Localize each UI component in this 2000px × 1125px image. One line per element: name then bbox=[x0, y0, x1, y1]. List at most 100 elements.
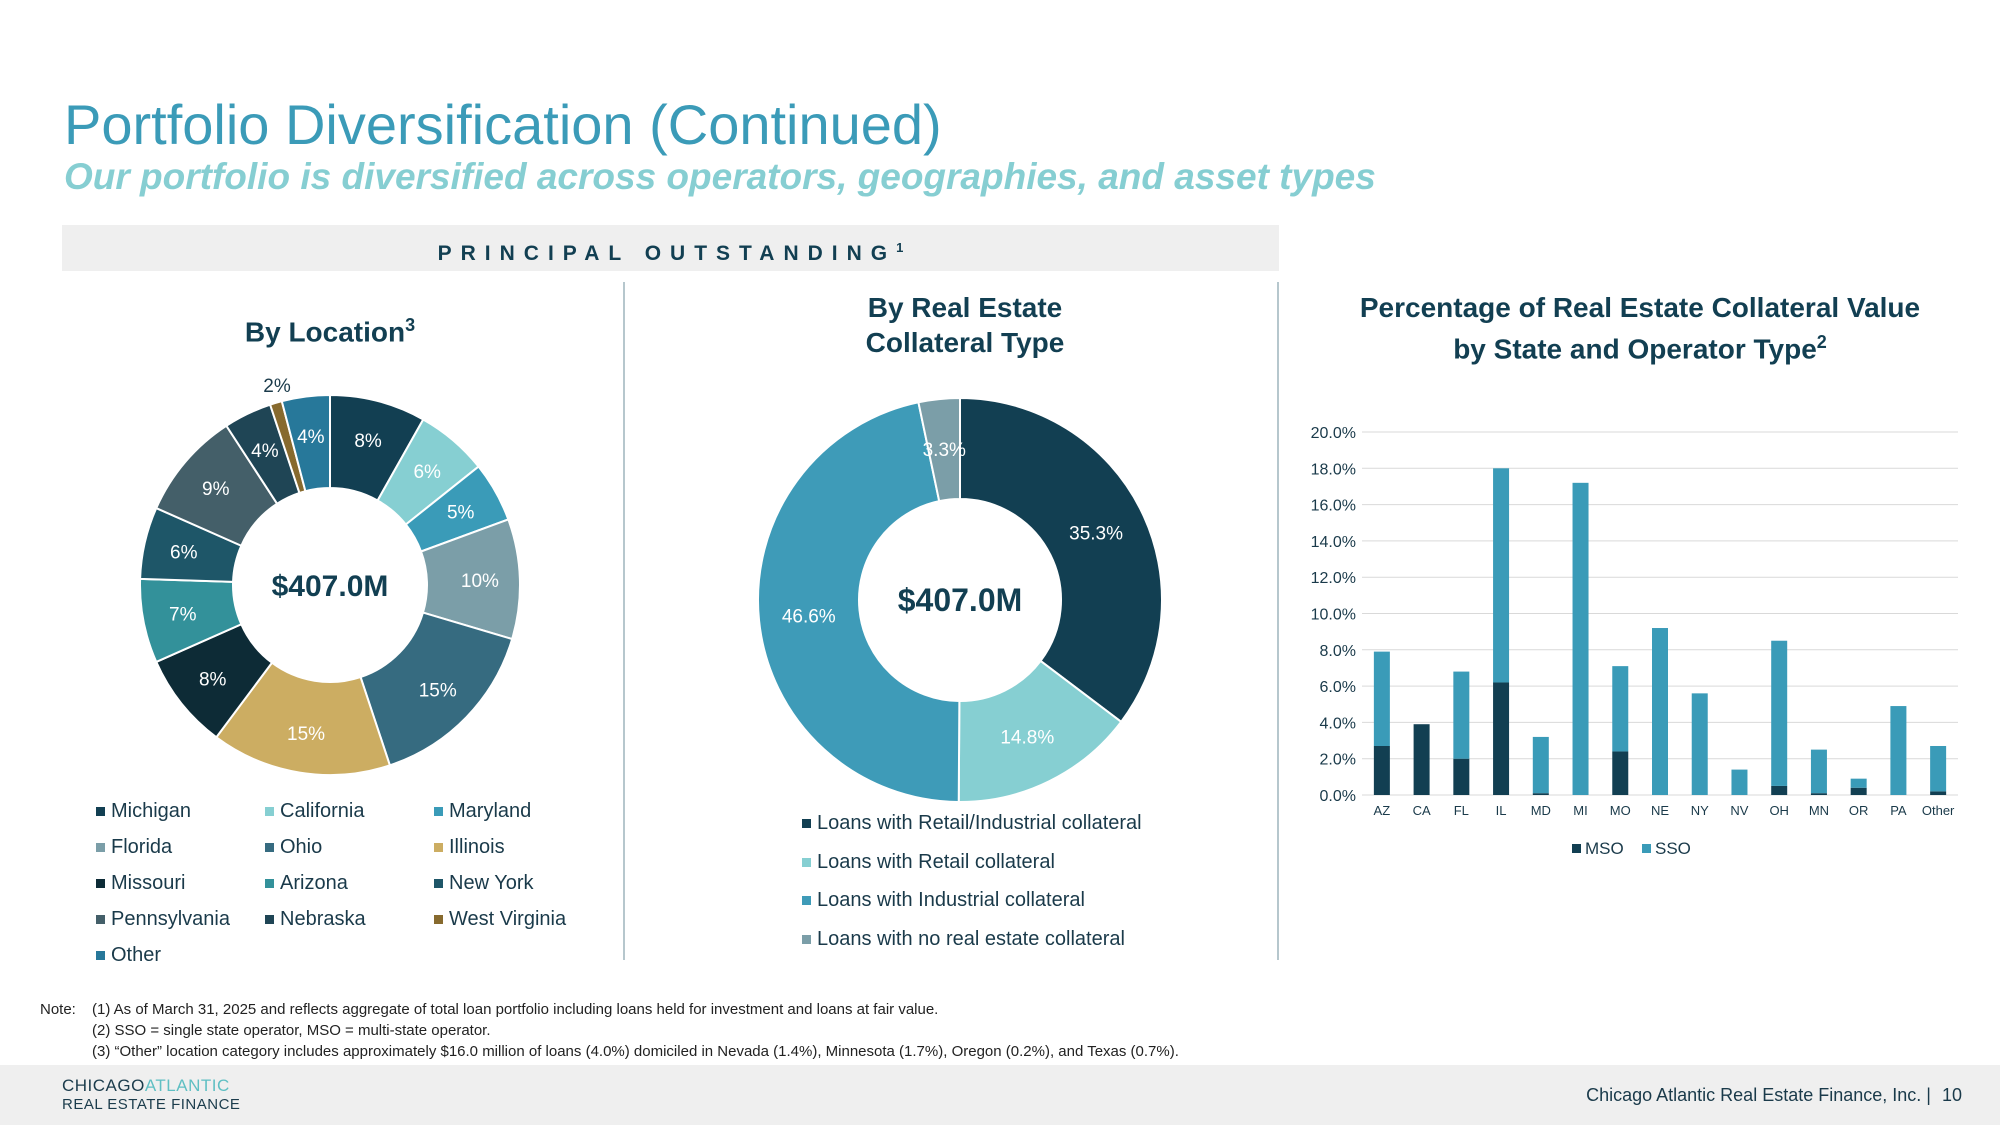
note-3: (3) “Other” location category includes a… bbox=[92, 1043, 1179, 1060]
location-data-label: 8% bbox=[354, 431, 382, 452]
bar-mso-az bbox=[1373, 745, 1390, 795]
page-subtitle: Our portfolio is diversified across oper… bbox=[64, 156, 1376, 197]
collateral-donut-chart: 35.3% 14.8% 46.6% 3.3% $407.0M bbox=[757, 396, 1163, 804]
legend-swatch bbox=[265, 879, 274, 888]
logo-part1: CHICAGO bbox=[62, 1076, 145, 1095]
location-data-label: 10% bbox=[461, 571, 499, 592]
legend-swatch bbox=[96, 915, 105, 924]
location-data-label: 4% bbox=[251, 441, 279, 462]
collateral-legend: Loans with Retail/Industrial collateral L… bbox=[802, 812, 1242, 962]
location-west-virginia-label: 2% bbox=[263, 376, 291, 397]
bar-mso-il bbox=[1493, 682, 1510, 795]
x-tick-label: AZ bbox=[1374, 803, 1391, 818]
location-data-label: 4% bbox=[297, 427, 325, 448]
bar-sso-nv bbox=[1731, 769, 1748, 795]
footnotes: Note: (1) As of March 31, 2025 and reflec… bbox=[40, 999, 1179, 1062]
legend-swatch bbox=[802, 819, 811, 828]
state-chart-title-line2: by State and Operator Type2 bbox=[1290, 325, 1990, 366]
x-tick-label: IL bbox=[1496, 803, 1507, 818]
legend-swatch bbox=[802, 896, 811, 905]
legend-swatch bbox=[96, 951, 105, 960]
x-tick-label: Other bbox=[1922, 803, 1955, 818]
footer-company: Chicago Atlantic Real Estate Finance, In… bbox=[1586, 1085, 1962, 1106]
bar-sso-ny bbox=[1691, 693, 1708, 795]
legend-label: Loans with Retail/Industrial collateral bbox=[817, 812, 1142, 834]
state-chart-title-line1: Percentage of Real Estate Collateral Val… bbox=[1359, 292, 1921, 323]
location-legend-item: Illinois bbox=[434, 836, 505, 859]
location-data-label: 15% bbox=[419, 680, 457, 701]
location-data-label: 9% bbox=[202, 479, 230, 500]
bar-mso-fl bbox=[1453, 758, 1470, 795]
y-tick-label: 20.0% bbox=[1311, 425, 1356, 442]
footnote-line-1: Note: (1) As of March 31, 2025 and reflec… bbox=[40, 999, 1179, 1020]
y-tick-label: 4.0% bbox=[1320, 715, 1356, 732]
company-logo: CHICAGOATLANTIC bbox=[62, 1076, 230, 1096]
bar-sso-or bbox=[1850, 778, 1867, 788]
location-data-label: 8% bbox=[199, 670, 227, 691]
location-legend-item: Florida bbox=[96, 836, 172, 859]
y-tick-label: 16.0% bbox=[1311, 498, 1356, 515]
location-legend: Michigan California Maryland Florida Ohio Ill… bbox=[96, 800, 616, 980]
location-data-label: 6% bbox=[413, 462, 441, 483]
collateral-legend-item: Loans with Retail/Industrial collateral bbox=[802, 812, 1142, 835]
bar-sso-mn bbox=[1810, 749, 1827, 794]
legend-swatch bbox=[265, 915, 274, 924]
legend-label-mso: MSO bbox=[1585, 839, 1624, 858]
x-tick-label: MO bbox=[1610, 803, 1631, 818]
collateral-data-label: 3.3% bbox=[923, 440, 966, 461]
x-tick-label: OH bbox=[1769, 803, 1789, 818]
legend-label: Loans with Industrial collateral bbox=[817, 889, 1085, 911]
legend-swatch bbox=[96, 843, 105, 852]
legend-swatch-sso bbox=[1642, 844, 1651, 853]
legend-label: Florida bbox=[111, 836, 173, 858]
legend-swatch bbox=[265, 807, 274, 816]
bar-sso-mi bbox=[1572, 482, 1589, 795]
legend-label: California bbox=[280, 800, 365, 822]
legend-swatch bbox=[434, 807, 443, 816]
y-tick-label: 10.0% bbox=[1311, 607, 1356, 624]
collateral-data-label: 35.3% bbox=[1069, 523, 1123, 544]
location-center-total: $407.0M bbox=[272, 570, 389, 603]
x-tick-label: NY bbox=[1691, 803, 1709, 818]
x-tick-label: OR bbox=[1849, 803, 1869, 818]
location-slice-other bbox=[280, 393, 331, 493]
location-legend-item: Missouri bbox=[96, 872, 185, 895]
location-data-label: 6% bbox=[170, 543, 198, 564]
bar-mso-mn bbox=[1810, 793, 1827, 795]
collateral-chart-title: By Real Estate Collateral Type bbox=[765, 290, 1165, 360]
legend-swatch bbox=[265, 843, 274, 852]
y-tick-label: 18.0% bbox=[1311, 461, 1356, 478]
collateral-legend-item: Loans with Industrial collateral bbox=[802, 889, 1085, 912]
collateral-slice-loans-with-retail-industrial-collateral bbox=[959, 396, 1163, 724]
note-2: (2) SSO = single state operator, MSO = m… bbox=[92, 1022, 491, 1039]
legend-swatch bbox=[434, 879, 443, 888]
legend-label: Illinois bbox=[449, 836, 505, 858]
legend-label: Nebraska bbox=[280, 908, 366, 930]
location-legend-item: Michigan bbox=[96, 800, 191, 823]
legend-label: New York bbox=[449, 872, 534, 894]
location-legend-item: Arizona bbox=[265, 872, 348, 895]
logo-part2: ATLANTIC bbox=[144, 1076, 230, 1095]
collateral-slice-loans-with-no-real-estate-collateral bbox=[917, 396, 961, 503]
location-donut-chart: 8% 6% 5% 10% 15% 15% 8% 7% 6% 9% 4% 4% $407.0M 2% bbox=[139, 376, 521, 776]
x-tick-label: NV bbox=[1730, 803, 1748, 818]
section-label-text: PRINCIPAL OUTSTANDING bbox=[437, 242, 897, 265]
bar-sso-pa bbox=[1890, 706, 1907, 795]
panel-divider-left bbox=[623, 282, 625, 960]
collateral-slice-loans-with-industrial-collateral bbox=[757, 401, 961, 804]
y-tick-label: 8.0% bbox=[1320, 643, 1356, 660]
legend-label: Ohio bbox=[280, 836, 323, 858]
x-tick-label: MD bbox=[1531, 803, 1551, 818]
legend-label-sso: SSO bbox=[1655, 839, 1691, 858]
legend-label: Loans with Retail collateral bbox=[817, 850, 1055, 873]
legend-label: Pennsylvania bbox=[111, 908, 230, 930]
panel-divider-right bbox=[1277, 282, 1279, 960]
page-number: 10 bbox=[1941, 1085, 1962, 1105]
note-prefix: Note: bbox=[40, 1001, 76, 1018]
legend-label: Arizona bbox=[280, 872, 348, 894]
y-tick-label: 0.0% bbox=[1320, 788, 1356, 805]
bar-sso-other bbox=[1930, 745, 1947, 792]
x-tick-label: MN bbox=[1809, 803, 1829, 818]
location-chart-title-footnote: 3 bbox=[405, 315, 416, 335]
bar-sso-oh bbox=[1771, 640, 1788, 786]
